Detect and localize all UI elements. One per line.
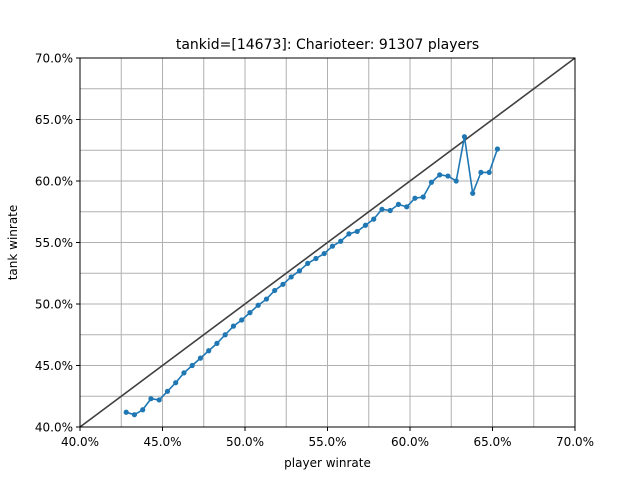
x-tick-label: 55.0% [308, 435, 346, 449]
x-tick-label: 50.0% [226, 435, 264, 449]
y-axis-label: tank winrate [6, 205, 20, 281]
series-layer [123, 134, 501, 418]
data-point [305, 260, 311, 267]
y-tick-label: 40.0% [35, 420, 73, 434]
data-point [338, 238, 344, 244]
data-point [197, 355, 204, 361]
data-point [140, 407, 146, 413]
data-point [255, 302, 261, 308]
data-point [453, 178, 459, 184]
data-point [173, 380, 179, 386]
grid [80, 58, 575, 427]
data-point [222, 332, 228, 338]
x-tick-label: 40.0% [61, 435, 99, 449]
x-tick-label: 70.0% [556, 435, 594, 449]
x-tick-label: 65.0% [473, 435, 511, 449]
data-point [148, 396, 154, 402]
data-point [206, 348, 212, 354]
x-axis-ticks: 40.0% 45.0% 50.0% 55.0% 60.0% 65.0% 70.0% [61, 427, 594, 449]
data-point [263, 296, 270, 302]
x-axis-label: player winrate [284, 456, 371, 470]
data-point [428, 179, 435, 185]
data-point [280, 281, 286, 287]
data-point [156, 397, 162, 403]
data-point [181, 370, 187, 376]
data-point [395, 201, 402, 207]
data-point [123, 409, 129, 415]
data-point [272, 287, 278, 294]
data-point [329, 243, 336, 249]
data-point [461, 134, 468, 140]
x-tick-label: 60.0% [391, 435, 429, 449]
reference-line [79, 57, 576, 428]
series-line [125, 135, 499, 416]
data-point [486, 169, 492, 175]
y-tick-label: 45.0% [35, 359, 73, 373]
y-tick-label: 55.0% [35, 236, 73, 250]
data-point [313, 255, 319, 262]
data-point [470, 190, 476, 196]
data-point [321, 250, 327, 257]
data-point [189, 362, 195, 369]
y-axis-ticks: 40.0% 45.0% 50.0% 55.0% 60.0% 65.0% 70.0% [35, 51, 80, 434]
chart-title: tankid=[14673]: Charioteer: 91307 player… [176, 37, 479, 53]
data-point [214, 340, 220, 346]
data-point [371, 216, 377, 222]
data-point [346, 231, 352, 237]
data-point [296, 268, 303, 274]
data-point [412, 195, 418, 201]
y-tick-label: 60.0% [35, 174, 73, 188]
y-tick-label: 70.0% [35, 51, 73, 65]
data-point [478, 169, 484, 175]
data-point [362, 222, 369, 228]
data-point [379, 206, 385, 212]
data-point [131, 412, 138, 418]
data-point [437, 172, 443, 178]
data-point [354, 228, 360, 235]
y-tick-label: 50.0% [35, 297, 73, 311]
y-tick-label: 65.0% [35, 113, 73, 127]
data-point [247, 310, 253, 316]
data-point [387, 207, 393, 214]
data-point [445, 173, 451, 179]
data-point [230, 323, 237, 329]
data-point [164, 388, 171, 394]
data-point [288, 274, 294, 280]
diagonal-reference-line [79, 57, 576, 428]
x-tick-label: 45.0% [143, 435, 181, 449]
data-point [404, 204, 410, 210]
data-point [494, 146, 501, 152]
data-point [239, 317, 245, 323]
data-point [420, 194, 426, 200]
